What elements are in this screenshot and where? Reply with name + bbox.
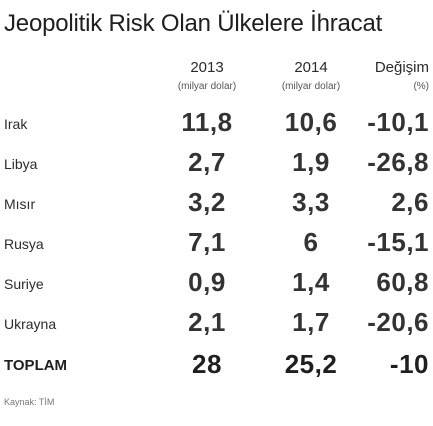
column-header-change: Değişim [374, 59, 429, 76]
row-country: Ukrayna [4, 316, 57, 332]
row-value-2014: 3,3 [292, 187, 330, 217]
row-country: Rusya [4, 236, 44, 252]
total-value-2013: 28 [192, 349, 222, 379]
row-value-change: -15,1 [367, 227, 429, 257]
column-header-2013: 2013 [190, 59, 224, 76]
chart-title: Jeopolitik Risk Olan Ülkelere İhracat [4, 10, 383, 37]
row-value-2013: 3,2 [188, 187, 226, 217]
source-note: Kaynak: TİM [4, 397, 55, 407]
table-row: Mısır 3,2 3,3 2,6 [0, 184, 433, 224]
row-value-2013: 11,8 [181, 107, 233, 137]
row-value-2013: 7,1 [188, 227, 226, 257]
table-row: Suriye 0,9 1,4 60,8 [0, 264, 433, 304]
table-row-total: TOPLAM 28 25,2 -10 [0, 346, 433, 386]
row-value-change: 60,8 [376, 267, 429, 297]
row-value-change: -26,8 [367, 147, 429, 177]
row-country: Libya [4, 156, 38, 172]
table-row: Ukrayna 2,1 1,7 -20,6 [0, 304, 433, 344]
row-value-change: -20,6 [367, 307, 429, 337]
column-unit-change: (%) [413, 81, 429, 92]
row-value-change: 2,6 [391, 187, 429, 217]
row-country: Irak [4, 116, 28, 132]
total-label: TOPLAM [4, 357, 68, 374]
row-value-2014: 1,9 [292, 147, 330, 177]
total-value-2014: 25,2 [284, 349, 338, 379]
row-country: Mısır [4, 196, 36, 212]
table-row: Irak 11,8 10,6 -10,1 [0, 104, 433, 144]
row-value-2013: 0,9 [188, 267, 226, 297]
table-row: Rusya 7,1 6 -15,1 [0, 224, 433, 264]
row-value-2014: 1,4 [292, 267, 330, 297]
column-unit-2014: (milyar dolar) [281, 81, 341, 92]
total-value-change: -10 [389, 349, 429, 379]
row-value-2013: 2,7 [188, 147, 226, 177]
row-value-2013: 2,1 [188, 307, 226, 337]
row-value-2014: 10,6 [284, 107, 338, 137]
table-row: Libya 2,7 1,9 -26,8 [0, 144, 433, 184]
row-value-2014: 1,7 [292, 307, 330, 337]
row-country: Suriye [4, 276, 44, 292]
column-header-2014: 2014 [294, 59, 328, 76]
row-value-change: -10,1 [367, 107, 429, 137]
column-unit-2013: (milyar dolar) [177, 81, 237, 92]
row-value-2014: 6 [303, 227, 319, 257]
